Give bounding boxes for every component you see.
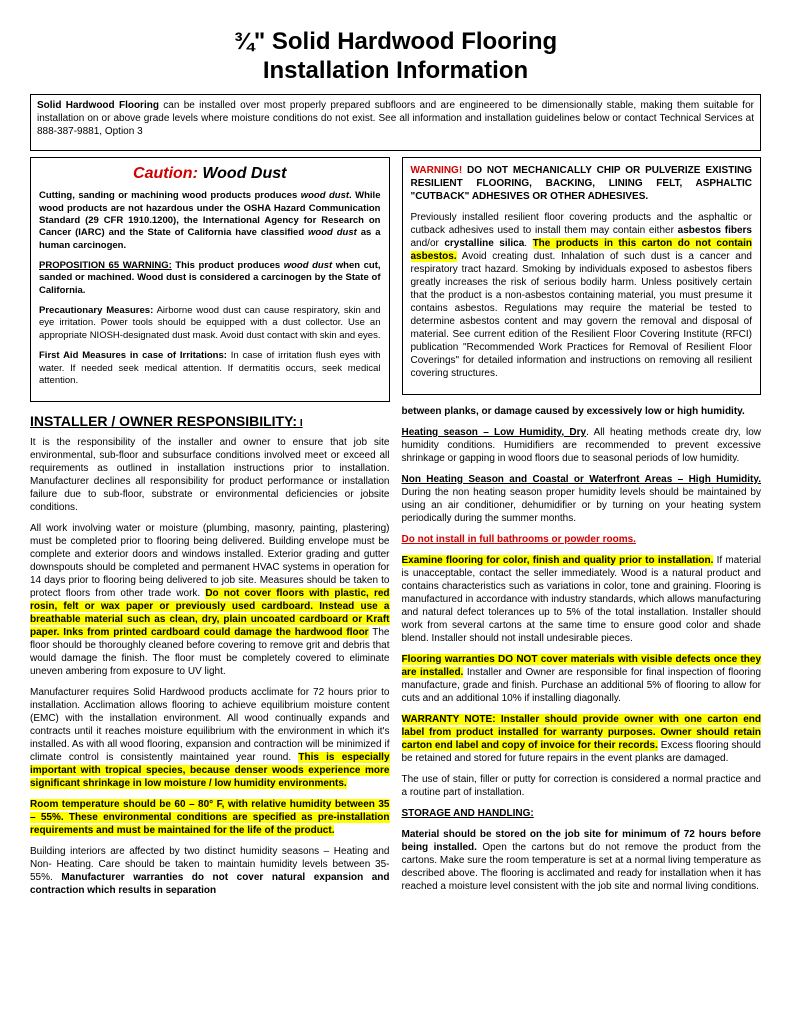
- right-p3: Do not install in full bathrooms or powd…: [402, 533, 762, 546]
- left-p3: Manufacturer requires Solid Hardwood pro…: [30, 686, 390, 790]
- left-p4: Room temperature should be 60 – 80° F, w…: [30, 798, 390, 837]
- caution-title: Caution: Wood Dust: [39, 164, 381, 185]
- caution-p1: Cutting, sanding or machining wood produ…: [39, 190, 381, 252]
- right-p4: Examine flooring for color, finish and q…: [402, 554, 762, 645]
- title-line-2: Installation Information: [263, 57, 528, 84]
- page-title: ¾" Solid Hardwood Flooring Installation …: [30, 28, 761, 86]
- storage-head: STORAGE AND HANDLING:: [402, 807, 762, 820]
- caution-box: Caution: Wood Dust Cutting, sanding or m…: [30, 157, 390, 403]
- left-p1: It is the responsibility of the installe…: [30, 436, 390, 514]
- right-p5: Flooring warranties DO NOT cover materia…: [402, 653, 762, 705]
- right-p2: Non Heating Season and Coastal or Waterf…: [402, 473, 762, 525]
- caution-p4: First Aid Measures in case of Irritation…: [39, 350, 381, 387]
- right-column: WARNING! DO NOT MECHANICALLY CHIP OR PUL…: [402, 157, 762, 906]
- caution-p3: Precautionary Measures: Airborne wood du…: [39, 305, 381, 342]
- intro-text: Solid Hardwood Flooring can be installed…: [37, 99, 754, 138]
- installer-section-head: INSTALLER / OWNER RESPONSIBILITY: I: [30, 412, 390, 430]
- warning-body: Previously installed resilient floor cov…: [411, 211, 753, 380]
- warning-head: WARNING! DO NOT MECHANICALLY CHIP OR PUL…: [411, 164, 753, 203]
- left-column: Caution: Wood Dust Cutting, sanding or m…: [30, 157, 390, 906]
- title-line-1: ¾" Solid Hardwood Flooring: [234, 28, 557, 55]
- right-p6: WARRANTY NOTE: Installer should provide …: [402, 713, 762, 765]
- right-p8: Material should be stored on the job sit…: [402, 828, 762, 893]
- two-column-layout: Caution: Wood Dust Cutting, sanding or m…: [30, 157, 761, 906]
- left-p2: All work involving water or moisture (pl…: [30, 522, 390, 678]
- right-p1: Heating season – Low Humidity, Dry. All …: [402, 426, 762, 465]
- caution-p2: PROPOSITION 65 WARNING: This product pro…: [39, 260, 381, 297]
- intro-box: Solid Hardwood Flooring can be installed…: [30, 94, 761, 151]
- right-cont: between planks, or damage caused by exce…: [402, 405, 762, 418]
- warning-box: WARNING! DO NOT MECHANICALLY CHIP OR PUL…: [402, 157, 762, 395]
- right-p7: The use of stain, filler or putty for co…: [402, 773, 762, 799]
- left-p5: Building interiors are affected by two d…: [30, 845, 390, 897]
